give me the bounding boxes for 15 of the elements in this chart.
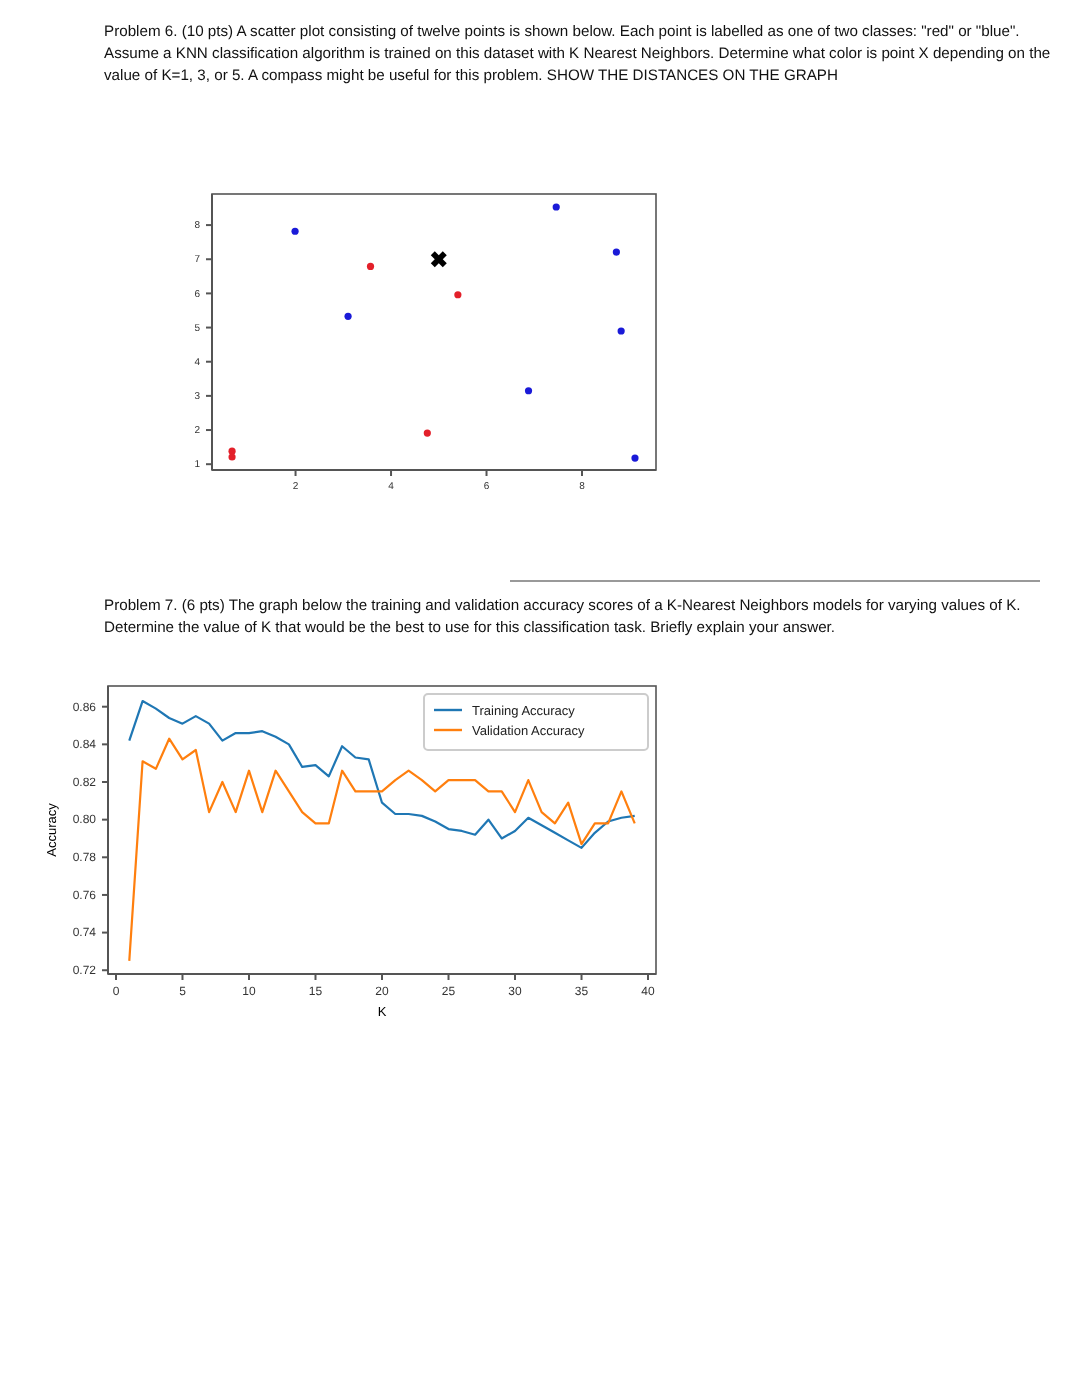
line-series xyxy=(128,737,636,962)
point xyxy=(430,251,447,268)
point xyxy=(631,454,639,462)
point xyxy=(524,387,533,395)
point xyxy=(612,248,620,256)
point xyxy=(344,312,352,320)
point xyxy=(228,453,236,461)
point xyxy=(423,429,431,437)
point xyxy=(552,203,560,211)
point xyxy=(454,291,462,299)
line-series xyxy=(128,699,636,849)
point xyxy=(366,262,375,271)
point xyxy=(617,327,625,335)
point xyxy=(228,447,236,455)
point xyxy=(291,227,299,235)
